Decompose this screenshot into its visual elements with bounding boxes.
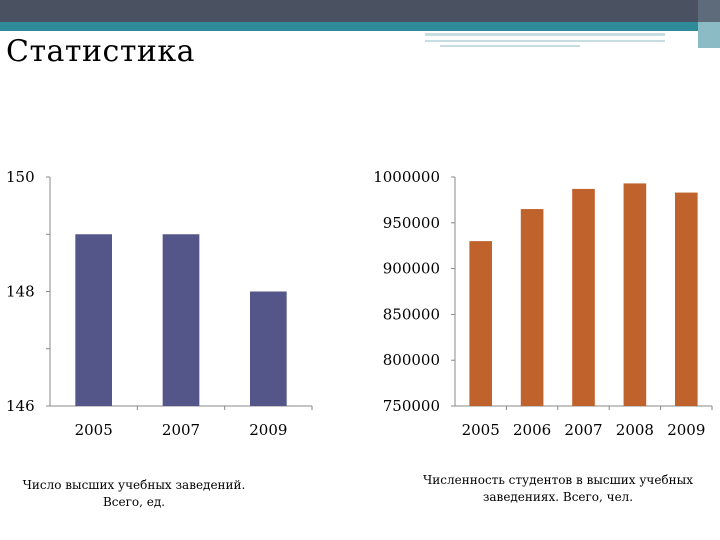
right-bar [520, 209, 544, 406]
right-bar [469, 241, 493, 406]
right-x-tick-label: 2007 [564, 421, 602, 439]
decorative-line [425, 33, 665, 36]
decorative-line [425, 40, 665, 42]
left-y-tick-label: 148 [6, 283, 35, 301]
left-x-tick-label: 2007 [162, 421, 200, 439]
right-y-tick-label: 950000 [383, 214, 440, 232]
right-x-tick-label: 2009 [667, 421, 705, 439]
header-teal-band [0, 22, 720, 31]
right-x-tick-label: 2008 [616, 421, 654, 439]
left-x-tick-label: 2009 [249, 421, 287, 439]
right-y-tick-label: 750000 [383, 397, 440, 415]
right-y-tick-label: 1000000 [373, 168, 440, 186]
left-bar [162, 234, 200, 406]
decorative-line [440, 45, 580, 47]
chart-students-caption: Численность студентов в высших учебных з… [423, 473, 693, 504]
page-title: Статистика [6, 34, 196, 69]
header-bar-accent [698, 0, 720, 22]
right-y-tick-label: 900000 [383, 260, 440, 278]
header-teal-band-accent [698, 22, 720, 48]
left-y-tick-label: 146 [6, 397, 35, 415]
right-x-tick-label: 2005 [462, 421, 500, 439]
left-x-tick-label: 2005 [75, 421, 113, 439]
right-bar [572, 188, 595, 406]
header-bar [0, 0, 720, 22]
left-bar [75, 234, 113, 406]
left-y-tick-label: 150 [6, 168, 35, 186]
chart-institutions-caption: Число высших учебных заведений. Всего, е… [22, 478, 246, 509]
right-x-tick-label: 2006 [513, 421, 551, 439]
right-bar [674, 192, 698, 406]
left-bar [249, 291, 287, 406]
right-y-tick-label: 850000 [383, 305, 440, 323]
right-bar [623, 183, 647, 406]
right-y-tick-label: 800000 [383, 351, 440, 369]
